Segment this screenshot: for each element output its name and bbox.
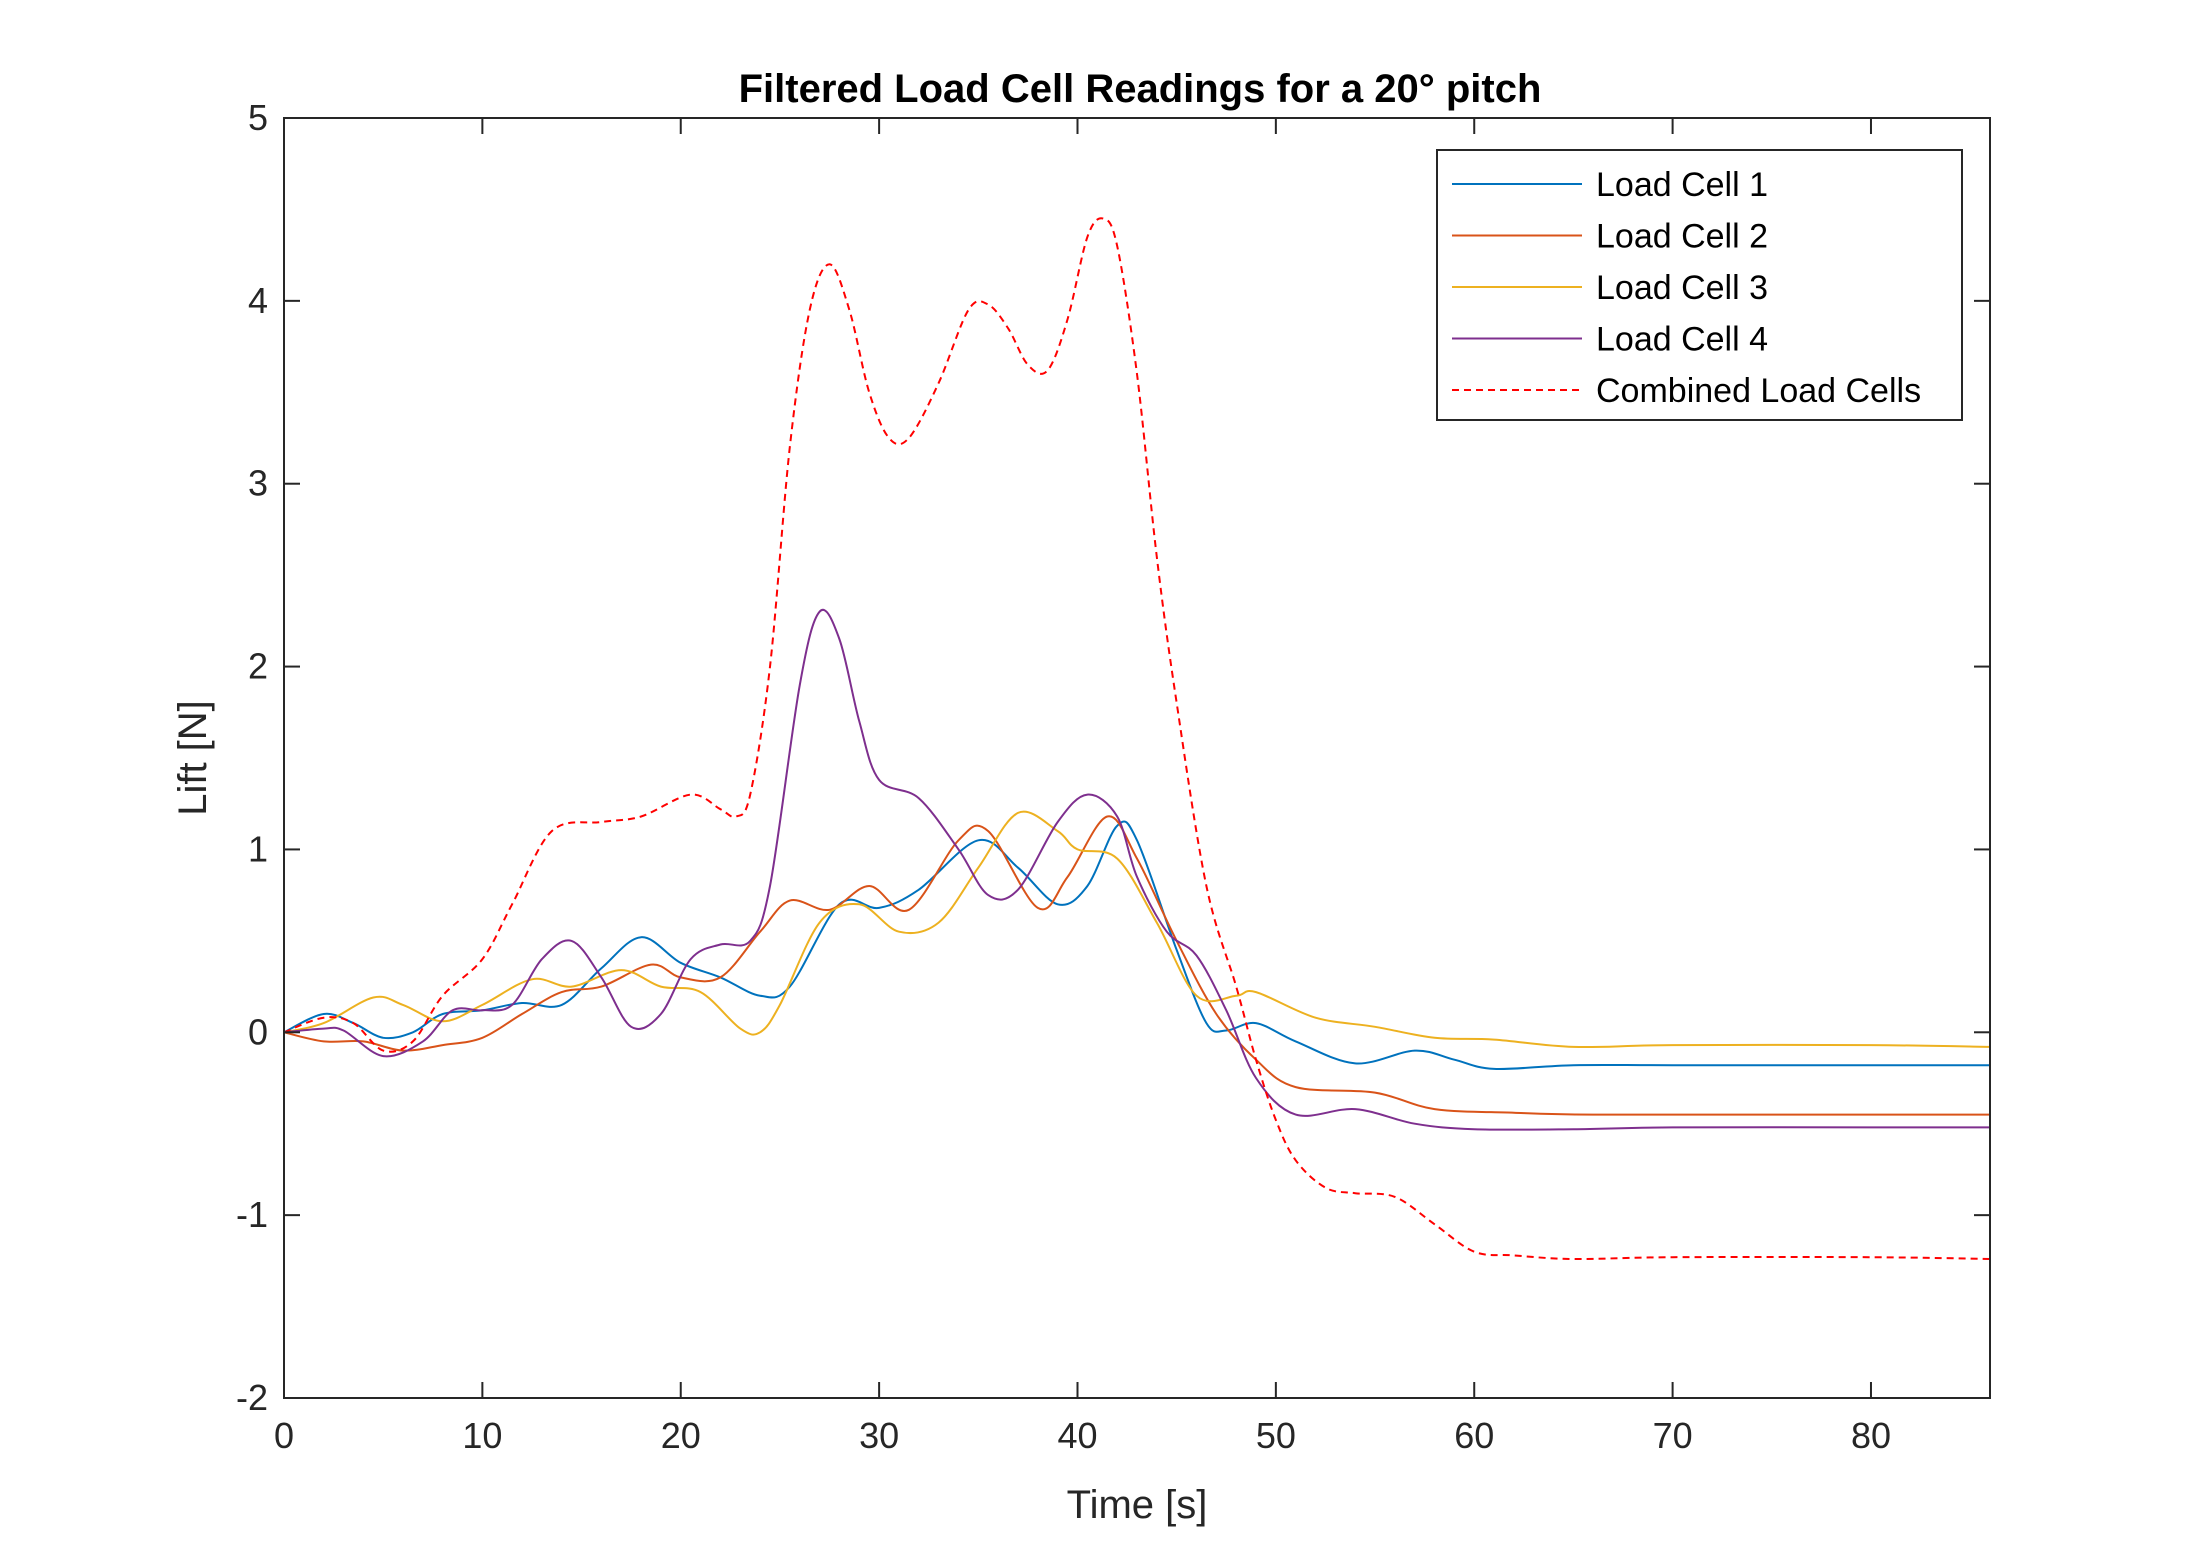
legend-label-load-cell-1: Load Cell 1 — [1596, 166, 1768, 204]
x-tick-label: 20 — [661, 1415, 701, 1456]
x-tick-label: 40 — [1057, 1415, 1097, 1456]
x-tick-label: 0 — [274, 1415, 294, 1456]
legend-label-load-cell-3: Load Cell 3 — [1596, 269, 1768, 307]
series-line-load-cell-1 — [283, 820, 1990, 1071]
y-tick-label: 3 — [248, 463, 268, 504]
y-tick-label: 0 — [248, 1011, 268, 1052]
series-line-load-cell-2 — [283, 815, 1990, 1116]
series-line-load-cell-3 — [283, 810, 1991, 1049]
x-tick-label: 10 — [462, 1415, 502, 1456]
x-tick-label: 30 — [859, 1415, 899, 1456]
y-tick-label: 2 — [248, 646, 268, 687]
ticks-layer: 0 10 20 30 40 50 60 70 80 -2 -1 0 1 2 3 4 5 — [236, 97, 1990, 1456]
x-tick-label: 80 — [1851, 1415, 1891, 1456]
legend-label-combined-load-cells: Combined Load Cells — [1596, 372, 1921, 410]
plot-frame — [283, 117, 1991, 1399]
legend: Load Cell 1 Load Cell 2 Load Cell 3 Load Ce… — [1436, 149, 1963, 421]
x-tick-label: 70 — [1653, 1415, 1693, 1456]
x-axis-label: Time [s] — [1067, 1483, 1208, 1527]
chart-title: Filtered Load Cell Readings for a 20° pi… — [739, 67, 1542, 111]
series-line-load-cell-4 — [283, 608, 1990, 1131]
y-tick-label: 1 — [248, 828, 268, 869]
legend-label-load-cell-2: Load Cell 2 — [1596, 218, 1768, 256]
x-tick-label: 60 — [1454, 1415, 1494, 1456]
legend-box — [1436, 149, 1963, 421]
series-layer — [283, 217, 1991, 1261]
x-tick-label: 50 — [1256, 1415, 1296, 1456]
y-tick-label: -2 — [236, 1377, 268, 1418]
series-line-combined-load-cells — [283, 217, 1991, 1261]
y-axis-label: Lift [N] — [171, 700, 215, 816]
y-tick-label: -1 — [236, 1194, 268, 1235]
legend-label-load-cell-4: Load Cell 4 — [1596, 321, 1768, 359]
y-tick-label: 5 — [248, 97, 268, 138]
y-tick-label: 4 — [248, 280, 268, 321]
